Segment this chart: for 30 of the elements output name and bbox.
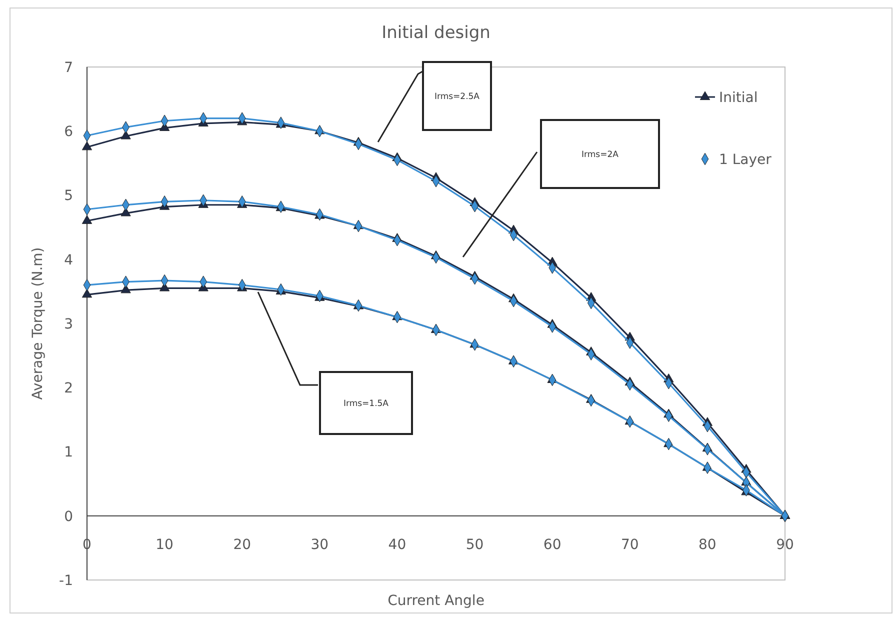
x-axis-title: Current Angle — [388, 593, 484, 609]
y-tick-label: 1 — [64, 444, 73, 461]
y-tick-label: -1 — [59, 572, 73, 589]
annotation: Irms=2.5A — [434, 92, 480, 102]
x-tick-label: 10 — [156, 536, 174, 553]
annotation: Irms=2A — [582, 150, 619, 160]
y-axis-title: Average Torque (N.m) — [30, 247, 46, 400]
point — [120, 130, 131, 140]
x-tick-label: 40 — [388, 536, 406, 553]
point — [82, 288, 92, 298]
legend-label: 1 Layer — [719, 152, 772, 168]
y-tick-label: 0 — [64, 508, 73, 525]
y-tick-label: 7 — [64, 60, 73, 76]
y-tick-label: 4 — [64, 252, 74, 268]
chart-title: Initial design — [382, 23, 490, 43]
point — [82, 141, 92, 150]
y-tick-label: 5 — [64, 188, 73, 204]
y-tick-label: 6 — [64, 124, 74, 140]
annotation: Irms=1.5A — [343, 398, 389, 409]
x-tick-label: 60 — [543, 536, 562, 553]
x-tick-label: 90 — [776, 536, 794, 553]
x-tick-label: 70 — [620, 536, 639, 553]
y-tick-label: 3 — [64, 316, 73, 332]
point — [82, 215, 92, 224]
y-tick-label: 2 — [64, 380, 73, 397]
legend-label: Initial — [719, 90, 758, 106]
x-tick-label: 30 — [310, 536, 329, 553]
x-tick-label: 80 — [698, 536, 716, 553]
x-tick-label: 20 — [233, 536, 252, 553]
x-tick-label: 50 — [466, 536, 484, 553]
